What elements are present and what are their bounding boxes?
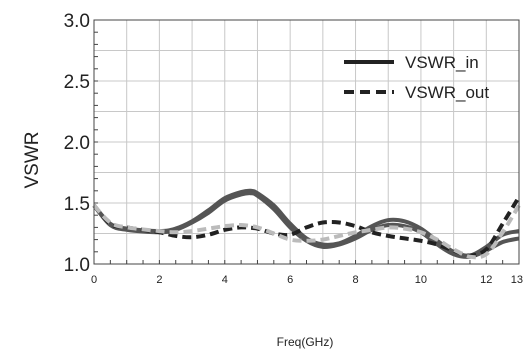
x-tick-label: 12 bbox=[480, 274, 492, 286]
x-tick-label: 4 bbox=[222, 274, 228, 286]
series-line-in-1 bbox=[92, 191, 520, 259]
series-layer bbox=[92, 188, 521, 260]
tick-layer: 1.0 1.5 2.0 2.5 3.0 0 2 4 6 8 10 12 13 bbox=[64, 11, 523, 286]
x-tick-label: 13 bbox=[511, 274, 523, 286]
x-tick-label: 6 bbox=[287, 274, 293, 286]
x-tick-label: 10 bbox=[415, 274, 427, 286]
x-tick-label: 0 bbox=[91, 274, 97, 286]
y-tick-label: 2.0 bbox=[64, 133, 90, 154]
legend-label-vswr-out: VSWR_out bbox=[405, 83, 489, 102]
legend-label-vswr-in: VSWR_in bbox=[405, 53, 479, 72]
y-tick-label: 1.0 bbox=[64, 255, 90, 276]
x-tick-label: 8 bbox=[352, 274, 358, 286]
y-tick-label: 1.5 bbox=[64, 194, 90, 215]
y-axis-label: VSWR bbox=[22, 132, 43, 189]
series-line-out-3 bbox=[92, 204, 521, 260]
series-line-out-2 bbox=[92, 195, 521, 258]
x-tick-label: 2 bbox=[156, 274, 162, 286]
x-axis-label: Freq(GHz) bbox=[277, 335, 334, 349]
legend: VSWR_in VSWR_out bbox=[344, 53, 489, 102]
y-tick-label: 3.0 bbox=[64, 11, 90, 32]
series-line-in-0 bbox=[92, 188, 520, 258]
y-tick-label: 2.5 bbox=[64, 72, 90, 93]
